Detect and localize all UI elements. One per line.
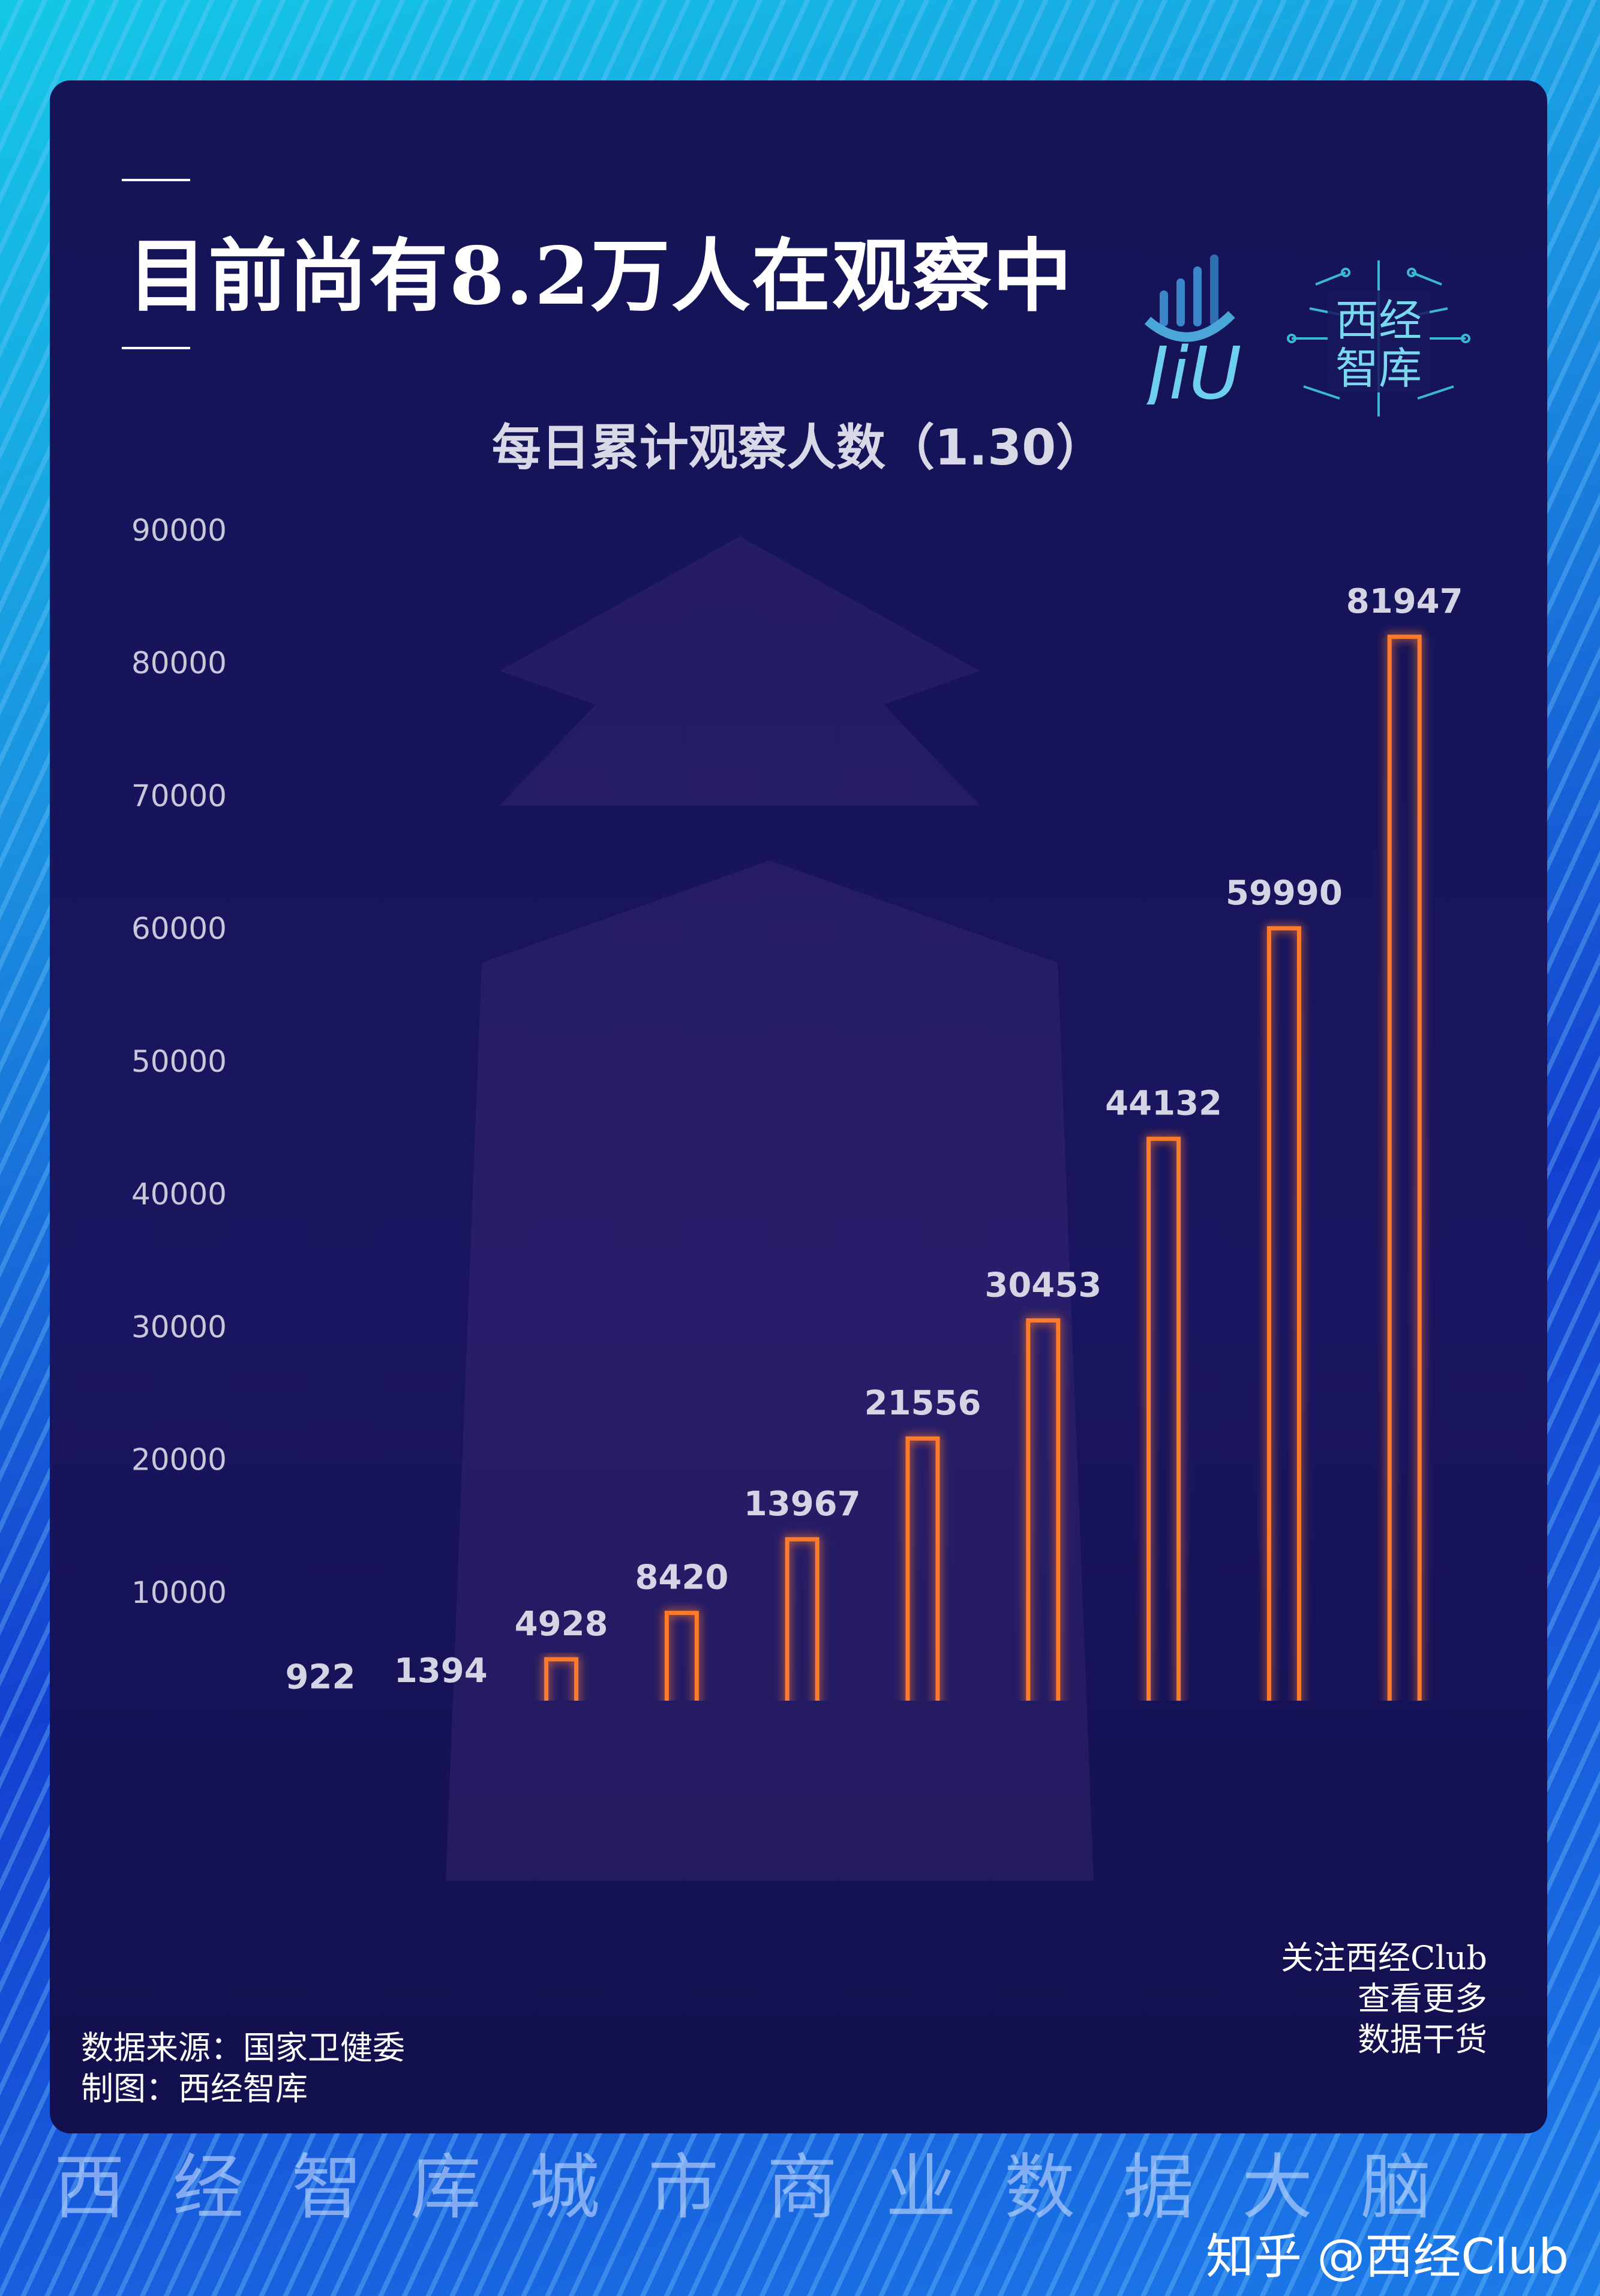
y-tick-label: 80000 xyxy=(131,646,227,681)
bar xyxy=(1387,634,1422,1701)
svg-text:JiU: JiU xyxy=(1142,332,1242,404)
y-tick-label: 20000 xyxy=(131,1443,227,1477)
value-label: 8420 xyxy=(635,1558,728,1597)
title-rule-top xyxy=(122,179,190,181)
y-tick-label: 50000 xyxy=(131,1044,227,1079)
brand-watermark: 西经智库城市商业数据大脑 xyxy=(54,2146,1480,2229)
chart-maker: 制图：西经智库 xyxy=(81,2070,308,2108)
follow-cta: 关注西经Club 查看更多 数据干货 xyxy=(1281,1938,1487,2060)
building-illustration xyxy=(446,861,1094,1881)
value-label: 4928 xyxy=(515,1605,608,1644)
bar xyxy=(1266,926,1301,1701)
bar-chart: 0100002000030000400005000060000700008000… xyxy=(131,513,1463,1701)
value-label: 1394 xyxy=(394,1651,488,1690)
xijing-brain-logo: 西经 智库 xyxy=(1280,248,1478,428)
chart-title: 每日累计观察人数（1.30） xyxy=(491,419,1106,476)
bar xyxy=(1146,1137,1181,1701)
data-source: 数据来源：国家卫健委 xyxy=(81,2029,405,2067)
data-credits: 数据来源：国家卫健委 制图：西经智库 xyxy=(81,2028,405,2109)
y-tick-label: 10000 xyxy=(131,1575,227,1610)
bar xyxy=(1026,1318,1061,1701)
page-title: 目前尚有8.2万人在观察中 xyxy=(128,230,1073,323)
svg-text:智库: 智库 xyxy=(1335,343,1422,394)
title-rule-bottom xyxy=(122,347,190,349)
bar xyxy=(905,1436,940,1701)
cta-line: 数据干货 xyxy=(1358,2021,1487,2058)
poster-card: 目前尚有8.2万人在观察中 JiU 西经 智库 每日累计观察人数（1.30） xyxy=(50,80,1547,2133)
bar xyxy=(664,1611,699,1701)
value-label: 44132 xyxy=(1105,1084,1222,1123)
y-tick-label: 60000 xyxy=(131,912,227,946)
bar xyxy=(785,1537,819,1701)
bar xyxy=(544,1657,579,1701)
y-tick-label: 70000 xyxy=(131,778,227,813)
value-label: 922 xyxy=(286,1658,356,1697)
value-label: 13967 xyxy=(744,1485,861,1524)
cta-line: 查看更多 xyxy=(1358,1980,1487,2018)
value-label: 81947 xyxy=(1346,582,1463,621)
platform-tag: 知乎 @西经Club xyxy=(1206,2229,1569,2285)
jiu-logo: JiU xyxy=(1136,248,1262,416)
value-label: 21556 xyxy=(864,1384,981,1423)
value-label: 30453 xyxy=(984,1266,1101,1305)
y-tick-label: 40000 xyxy=(131,1177,227,1212)
y-tick-label: 30000 xyxy=(131,1309,227,1344)
svg-text:西经: 西经 xyxy=(1335,295,1422,346)
y-tick-label: 90000 xyxy=(131,513,227,548)
cta-line: 关注西经Club xyxy=(1281,1939,1487,1977)
value-label: 59990 xyxy=(1226,874,1343,913)
